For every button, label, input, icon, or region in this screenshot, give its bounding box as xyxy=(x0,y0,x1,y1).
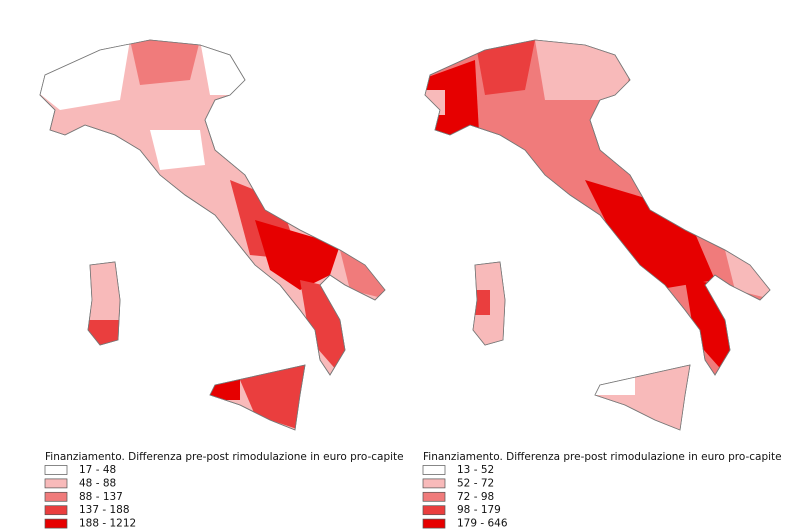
legend-swatch xyxy=(44,478,68,489)
legend-label: 17 - 48 xyxy=(79,464,116,476)
legend-label: 88 - 137 xyxy=(79,491,123,503)
legend-label: 137 - 188 xyxy=(79,504,130,516)
legend-swatch xyxy=(422,518,446,529)
legend-label: 13 - 52 xyxy=(457,464,494,476)
legend-swatch xyxy=(422,491,446,502)
legend-label: 98 - 179 xyxy=(457,504,501,516)
legend-label: 52 - 72 xyxy=(457,477,494,489)
map-left xyxy=(39,39,386,431)
legend-title: Finanziamento. Differenza pre-post rimod… xyxy=(423,451,782,463)
legend-swatch xyxy=(44,505,68,516)
legend-label: 72 - 98 xyxy=(457,491,494,503)
legend-label: 188 - 1212 xyxy=(79,518,136,530)
legend-swatch xyxy=(422,478,446,489)
map-right xyxy=(424,39,771,431)
legend-swatch xyxy=(44,465,68,475)
legend-swatch xyxy=(422,505,446,516)
legend-label: 179 - 646 xyxy=(457,518,508,530)
legends: Finanziamento. Differenza pre-post rimod… xyxy=(44,451,782,530)
legend-swatch xyxy=(422,465,446,475)
legend-swatch xyxy=(44,518,68,529)
legend-label: 48 - 88 xyxy=(79,477,116,489)
legend-title: Finanziamento. Differenza pre-post rimod… xyxy=(45,451,404,463)
legend-swatch xyxy=(44,491,68,502)
